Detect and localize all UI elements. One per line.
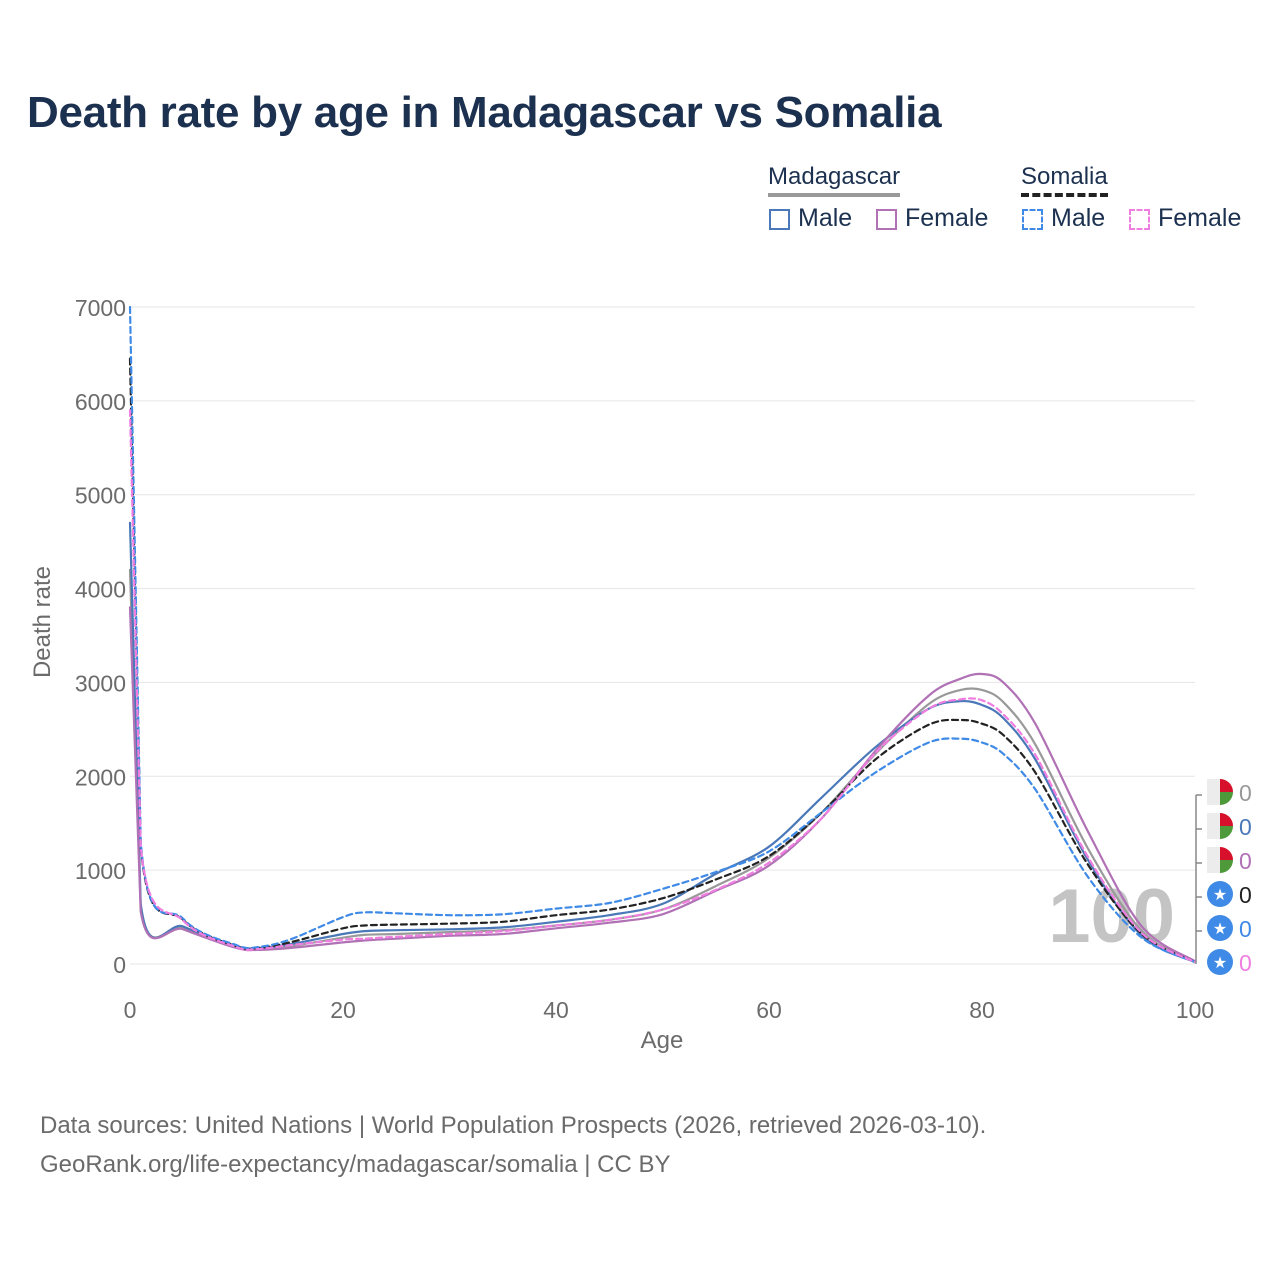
series-lines <box>128 305 1197 964</box>
end-label-connectors <box>1195 794 1202 964</box>
y-tick-label-3000: 3000 <box>75 670 126 696</box>
y-tick-label-2000: 2000 <box>75 764 126 790</box>
somalia-flag-icon: ★ <box>1207 949 1233 975</box>
y-tick-label-4000: 4000 <box>75 577 126 603</box>
chart-title: Death rate by age in Madagascar vs Somal… <box>27 88 942 137</box>
y-axis-ticks: 0 1000 2000 3000 4000 5000 6000 7000 <box>75 295 126 978</box>
flag-green-part <box>1220 792 1233 805</box>
madagascar-flag-icon <box>1207 813 1233 839</box>
y-tick-label-1000: 1000 <box>75 858 126 884</box>
end-label-value: 0 <box>1239 950 1252 976</box>
flag-red-part <box>1220 847 1233 860</box>
end-labels: 0 0 0 ★ 0 ★ 0 ★ 0 <box>1195 779 1252 976</box>
flag-hoist <box>1207 813 1220 839</box>
x-axis-ticks: 0 20 40 60 80 100 <box>124 997 1215 1023</box>
madagascar-flag-icon <box>1207 779 1233 805</box>
somalia-flag-icon: ★ <box>1207 881 1233 907</box>
flag-star: ★ <box>1213 919 1227 938</box>
end-label-value: 0 <box>1239 780 1252 806</box>
flag-red-part <box>1220 779 1233 792</box>
flag-blue-field <box>1207 949 1233 975</box>
flag-blue-field <box>1207 915 1233 941</box>
flag-star: ★ <box>1213 885 1227 904</box>
x-tick-label-20: 20 <box>330 997 356 1023</box>
series-line-somalia-female <box>128 409 1197 964</box>
series-line-somalia-male <box>128 305 1197 964</box>
flag-star: ★ <box>1213 953 1227 972</box>
y-tick-label-7000: 7000 <box>75 295 126 321</box>
flag-green-part <box>1220 860 1233 873</box>
end-label-value: 0 <box>1239 882 1252 908</box>
end-label-value: 0 <box>1239 916 1252 942</box>
flag-hoist <box>1207 779 1220 805</box>
x-tick-label-60: 60 <box>756 997 782 1023</box>
series-line-somalia-total <box>128 357 1197 964</box>
source-line-2[interactable]: GeoRank.org/life-expectancy/madagascar/s… <box>40 1151 671 1178</box>
x-tick-label-40: 40 <box>543 997 569 1023</box>
grid-lines <box>130 306 1195 965</box>
flag-hoist <box>1207 847 1220 873</box>
y-tick-label-0: 0 <box>113 952 126 978</box>
end-label-value: 0 <box>1239 814 1252 840</box>
flag-blue-field <box>1207 881 1233 907</box>
somalia-flag-icon: ★ <box>1207 915 1233 941</box>
series-line-madagascar-female <box>128 606 1197 963</box>
x-tick-label-0: 0 <box>124 997 137 1023</box>
flag-red-part <box>1220 813 1233 826</box>
flag-green-part <box>1220 826 1233 839</box>
y-tick-label-5000: 5000 <box>75 483 126 509</box>
x-tick-label-80: 80 <box>969 997 995 1023</box>
source-line-1: Data sources: United Nations | World Pop… <box>40 1112 987 1139</box>
end-label-value: 0 <box>1239 848 1252 874</box>
x-tick-label-100: 100 <box>1176 997 1214 1023</box>
source-note: Data sources: United Nations | World Pop… <box>40 1106 986 1184</box>
y-axis-label: Death rate <box>29 566 56 678</box>
x-axis-label: Age <box>641 1027 684 1054</box>
madagascar-flag-icon <box>1207 847 1233 873</box>
y-tick-label-6000: 6000 <box>75 389 126 415</box>
